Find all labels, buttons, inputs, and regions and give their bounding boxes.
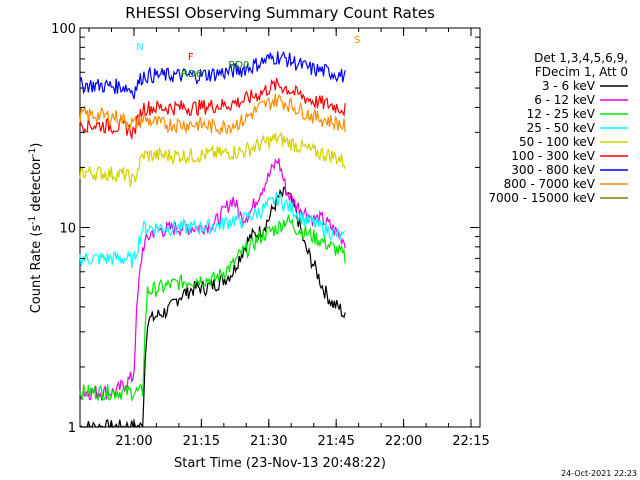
series-line [79,214,346,402]
x-tick-label: 22:15 [452,434,489,449]
x-tick-label: 21:30 [250,434,287,449]
plot-area [79,27,481,428]
y-tick-label: 1 [68,421,76,436]
legend-entry: 50 - 100 keV [519,135,596,149]
x-tick-label: 21:00 [115,434,152,449]
legend-header: FDecim 1, Att 0 [535,65,628,79]
legend-entry: 25 - 50 keV [527,121,596,135]
series-line [79,93,346,136]
x-tick-label: 22:00 [385,434,422,449]
series-line [79,77,346,141]
legend-entry: 12 - 25 keV [527,107,596,121]
annotation-label: RD0 [228,60,249,71]
y-tick-label: 100 [51,22,76,37]
series-line [79,131,346,187]
y-label-end: ) [29,143,44,148]
x-tick-label: 21:15 [183,434,220,449]
annotation-layer: N F RD0 RD6 S [136,35,360,80]
legend-entry: 3 - 6 keV [542,79,596,93]
y-label-part1: Count Rate (s [29,225,44,314]
legend-entry: 6 - 12 keV [534,93,596,107]
annotation-label: F [188,52,194,63]
legend-entry: 7000 - 15000 keV [488,191,595,205]
y-tick-label: 10 [59,222,76,237]
annotation-label: S [354,35,360,46]
y-label-part2: detector [29,156,44,216]
x-axis-label: Start Time (23-Nov-13 20:48:22) [174,456,386,471]
series-line [79,50,346,100]
annotation-label: N [136,42,143,53]
y-label-sup2: -1 [28,148,38,157]
y-axis-label: Count Rate (s-1 detector-1) [28,143,44,314]
legend-entry: 800 - 7000 keV [504,177,596,191]
legend-header: Det 1,3,4,5,6,9, [534,51,628,65]
annotation-label: RD6 [181,69,202,80]
legend-entry: 100 - 300 keV [511,149,595,163]
render-timestamp: 24-Oct-2021 22:23 [561,469,637,478]
y-axis: 1 10 100 [51,22,480,436]
series-line [79,191,346,268]
legend-entry: 300 - 800 keV [511,163,595,177]
chart-title: RHESSI Observing Summary Count Rates [125,4,435,22]
series-line [79,186,346,429]
series-layer [79,50,346,429]
x-tick-label: 21:45 [317,434,354,449]
legend: Det 1,3,4,5,6,9,FDecim 1, Att 03 - 6 keV… [488,51,628,205]
x-axis: 21:00 21:15 21:30 21:45 22:00 22:15 [88,28,490,449]
y-label-sup1: -1 [28,216,38,225]
